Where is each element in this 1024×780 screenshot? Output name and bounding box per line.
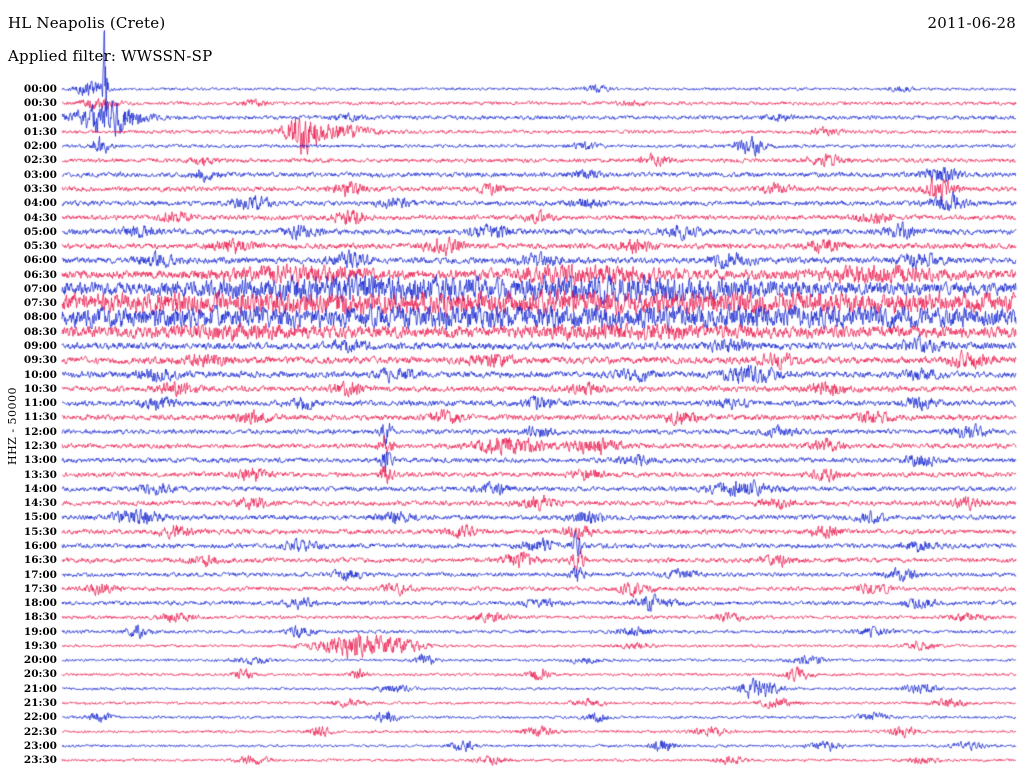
- time-label: 09:30: [23, 354, 57, 367]
- time-label: 22:00: [23, 711, 57, 724]
- time-label: 17:30: [23, 582, 57, 595]
- time-label: 00:30: [23, 97, 57, 110]
- time-label: 10:00: [23, 368, 57, 381]
- time-label: 07:00: [23, 282, 57, 295]
- station-title: HL Neapolis (Crete): [8, 14, 166, 32]
- time-label: 15:00: [23, 511, 57, 524]
- time-label: 02:00: [23, 140, 57, 153]
- time-label: 08:00: [23, 311, 57, 324]
- time-label: 19:30: [23, 639, 57, 652]
- time-label: 19:00: [23, 625, 57, 638]
- time-label: 23:00: [23, 739, 57, 752]
- time-label: 23:30: [23, 754, 57, 767]
- time-label: 11:00: [23, 397, 57, 410]
- time-label: 14:00: [23, 482, 57, 495]
- time-label: 16:30: [23, 554, 57, 567]
- time-label: 11:30: [23, 411, 57, 424]
- time-label: 04:00: [23, 197, 57, 210]
- date-label: 2011-06-28: [927, 14, 1016, 32]
- time-label: 16:00: [23, 539, 57, 552]
- time-label: 00:00: [23, 83, 57, 95]
- time-label: 01:00: [23, 111, 57, 124]
- time-label: 13:00: [23, 454, 57, 467]
- time-label: 03:30: [23, 182, 57, 195]
- filter-label: Applied filter: WWSSN-SP: [8, 47, 213, 65]
- time-label: 17:00: [23, 568, 57, 581]
- time-label: 07:30: [23, 297, 57, 310]
- time-label: 08:30: [23, 325, 57, 338]
- time-label: 05:00: [23, 225, 57, 238]
- time-label: 15:30: [23, 525, 57, 538]
- time-label: 22:30: [23, 725, 57, 738]
- time-label: 12:30: [23, 440, 57, 452]
- time-label: 06:30: [23, 268, 57, 281]
- time-label: 20:30: [23, 668, 57, 681]
- time-label: 12:00: [23, 425, 57, 438]
- time-label: 13:30: [23, 468, 57, 481]
- time-label: 21:30: [23, 697, 57, 710]
- time-label: 21:00: [23, 682, 57, 695]
- time-label: 18:30: [23, 611, 57, 624]
- time-label: 03:00: [23, 168, 57, 181]
- time-label: 14:30: [23, 497, 57, 510]
- time-label: 01:30: [23, 125, 57, 138]
- time-label: 18:00: [23, 597, 57, 610]
- time-label: 05:30: [23, 240, 57, 253]
- time-label: 02:30: [23, 154, 57, 167]
- time-label: 06:00: [23, 254, 57, 267]
- time-label: 09:00: [23, 340, 57, 353]
- time-label: 20:00: [23, 654, 57, 667]
- time-label: 10:30: [23, 382, 57, 395]
- time-label: 04:30: [23, 211, 57, 224]
